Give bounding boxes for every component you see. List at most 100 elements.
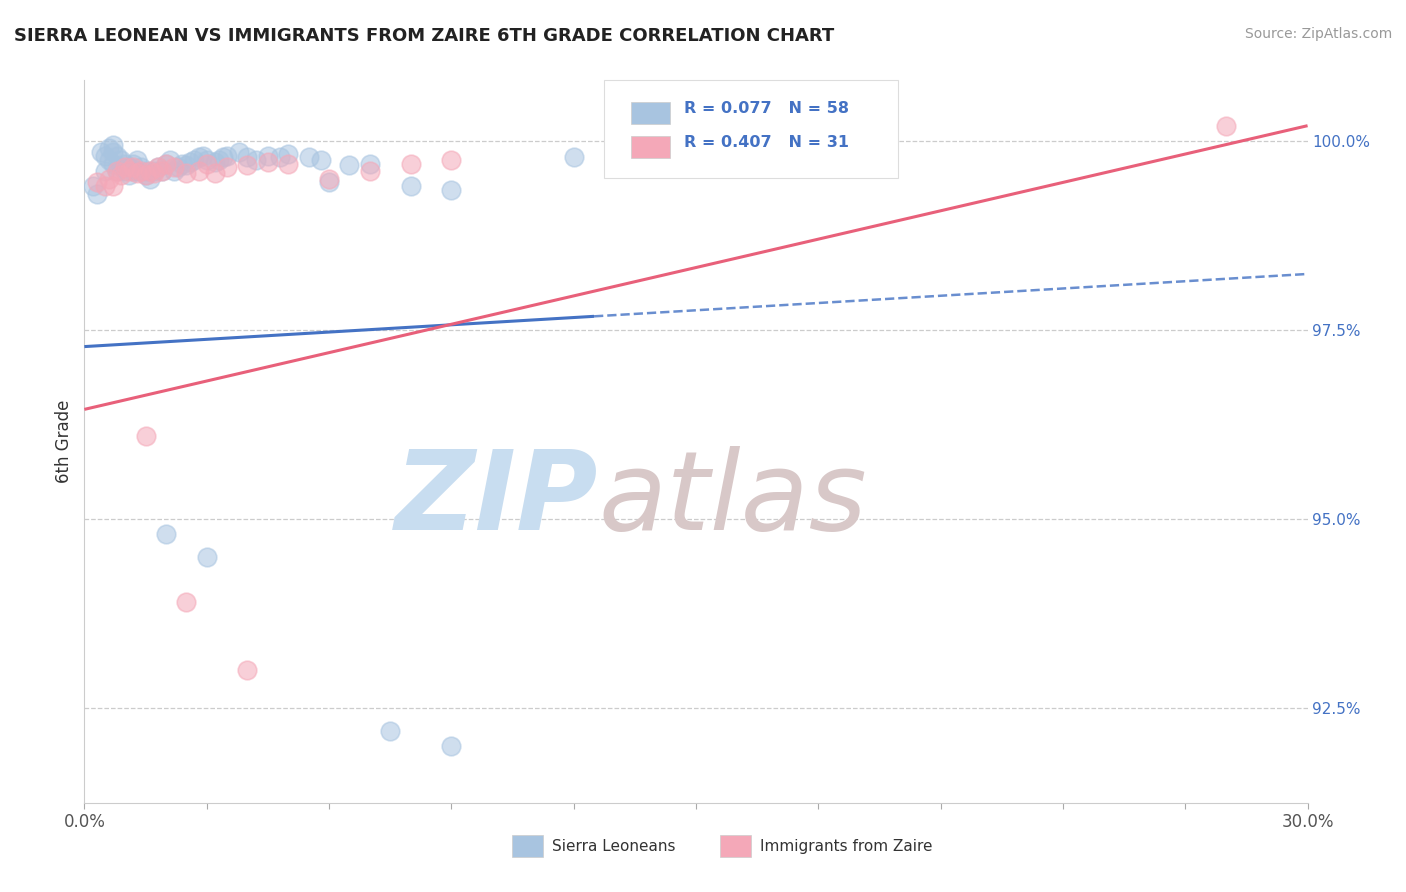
Point — [187, 164, 209, 178]
Point — [146, 161, 169, 175]
Point — [217, 161, 239, 175]
Point — [257, 155, 280, 169]
Point — [228, 145, 250, 160]
Point — [105, 149, 128, 163]
Point — [172, 156, 194, 170]
Point — [212, 151, 235, 165]
Point — [155, 527, 177, 541]
Point — [155, 156, 177, 170]
Point — [138, 164, 160, 178]
Point — [118, 161, 141, 175]
Point — [127, 165, 149, 179]
Point — [159, 153, 181, 167]
Point — [93, 179, 115, 194]
Point — [97, 153, 120, 167]
Point — [187, 151, 209, 165]
Point — [118, 168, 141, 182]
Point — [195, 156, 218, 170]
Bar — [720, 835, 751, 857]
Text: R = 0.077   N = 58: R = 0.077 N = 58 — [683, 101, 849, 116]
Bar — [631, 136, 671, 158]
Point — [101, 145, 124, 160]
Point — [217, 149, 239, 163]
Point — [90, 145, 112, 160]
Point — [131, 161, 153, 175]
FancyBboxPatch shape — [605, 80, 898, 178]
Point — [257, 149, 280, 163]
Point — [142, 165, 165, 179]
Point — [163, 161, 186, 175]
Point — [101, 156, 124, 170]
Point — [110, 153, 132, 167]
Point — [114, 164, 136, 178]
Point — [399, 156, 422, 170]
Point — [174, 158, 197, 172]
Point — [167, 161, 190, 175]
Point — [399, 179, 422, 194]
Point — [245, 153, 267, 167]
Point — [440, 153, 463, 167]
Point — [114, 161, 136, 175]
Point — [93, 149, 115, 163]
Point — [208, 153, 231, 167]
Point — [142, 164, 165, 178]
Point — [155, 156, 177, 170]
Text: atlas: atlas — [598, 446, 866, 553]
Point — [135, 168, 157, 182]
Point — [236, 158, 259, 172]
Point — [204, 155, 226, 169]
Point — [150, 164, 173, 178]
Point — [86, 186, 108, 201]
Point — [277, 147, 299, 161]
Point — [298, 151, 321, 165]
Text: ZIP: ZIP — [395, 446, 598, 553]
Point — [101, 137, 124, 152]
Point — [277, 156, 299, 170]
Bar — [631, 102, 671, 124]
Point — [118, 164, 141, 178]
Point — [105, 164, 128, 178]
Point — [195, 153, 218, 167]
Point — [183, 153, 205, 167]
Point — [110, 161, 132, 175]
Point — [135, 429, 157, 443]
Point — [236, 664, 259, 678]
Point — [339, 158, 361, 172]
Point — [318, 176, 340, 190]
Point — [174, 595, 197, 609]
Point — [127, 164, 149, 178]
Point — [269, 151, 291, 165]
Point — [440, 739, 463, 753]
Point — [440, 183, 463, 197]
Point — [101, 179, 124, 194]
Point — [122, 156, 145, 170]
Point — [97, 171, 120, 186]
Bar — [513, 835, 543, 857]
Point — [236, 151, 259, 165]
Point — [105, 164, 128, 178]
Point — [82, 179, 104, 194]
Point — [138, 171, 160, 186]
Point — [127, 153, 149, 167]
Point — [93, 164, 115, 178]
Point — [562, 151, 585, 165]
Point — [122, 161, 145, 175]
Point — [1215, 119, 1237, 133]
Point — [309, 153, 332, 167]
Point — [114, 156, 136, 170]
Y-axis label: 6th Grade: 6th Grade — [55, 400, 73, 483]
Point — [318, 171, 340, 186]
Point — [195, 549, 218, 564]
Point — [174, 165, 197, 179]
Point — [359, 156, 381, 170]
Point — [146, 161, 169, 175]
Point — [110, 168, 132, 182]
Point — [122, 164, 145, 178]
Text: Source: ZipAtlas.com: Source: ZipAtlas.com — [1244, 27, 1392, 41]
Point — [135, 164, 157, 178]
Point — [86, 176, 108, 190]
Text: SIERRA LEONEAN VS IMMIGRANTS FROM ZAIRE 6TH GRADE CORRELATION CHART: SIERRA LEONEAN VS IMMIGRANTS FROM ZAIRE … — [14, 27, 834, 45]
Point — [359, 164, 381, 178]
Text: Sierra Leoneans: Sierra Leoneans — [551, 838, 675, 854]
Point — [131, 164, 153, 178]
